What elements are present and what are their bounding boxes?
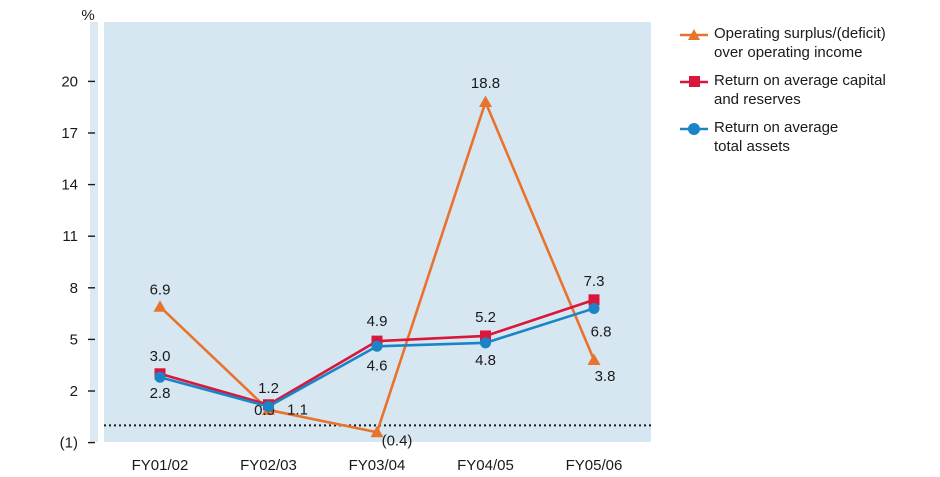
y-tick-label: 17 <box>61 125 78 142</box>
data-label: 3.0 <box>150 348 171 365</box>
legend-label-line: Return on average capital <box>714 72 886 89</box>
legend-item-triangle: Operating surplus/(deficit) over operatin… <box>680 24 930 62</box>
legend-marker-circle <box>680 123 708 135</box>
plot-area <box>104 22 651 442</box>
legend: Operating surplus/(deficit) over operatin… <box>680 24 930 165</box>
x-category-label: FY05/06 <box>566 457 623 474</box>
data-label: 6.8 <box>591 323 612 340</box>
legend-marker-square <box>680 76 708 87</box>
circle-marker <box>588 302 600 314</box>
triangle-marker <box>479 95 492 108</box>
legend-item-circle: Return on average total assets <box>680 118 930 156</box>
data-label: 4.9 <box>367 313 388 330</box>
circle-marker <box>263 400 274 412</box>
legend-item-square: Return on average capital and reserves <box>680 71 930 109</box>
x-category-label: FY04/05 <box>457 457 514 474</box>
data-label: 6.9 <box>150 282 171 299</box>
legend-label-line: Operating surplus/(deficit) <box>714 25 886 42</box>
data-label: 2.8 <box>150 385 171 402</box>
x-category-label: FY03/04 <box>349 457 406 474</box>
circle-marker <box>480 337 491 349</box>
circle-marker <box>371 340 383 352</box>
legend-label-line: and reserves <box>714 91 801 108</box>
axis-strip <box>90 22 98 442</box>
triangle-marker <box>370 425 384 438</box>
legend-label-line: total assets <box>714 138 790 155</box>
data-label: 4.8 <box>475 352 496 369</box>
data-label: 1.1 <box>287 401 308 418</box>
x-category-label: FY02/03 <box>240 457 297 474</box>
data-label: 7.3 <box>584 273 605 290</box>
y-tick-label: 5 <box>70 331 78 348</box>
circle-marker <box>154 371 166 383</box>
y-tick-label: 8 <box>70 280 78 297</box>
triangle-marker <box>153 300 167 312</box>
data-label: 1.2 <box>258 380 279 397</box>
legend-label-line: over operating income <box>714 44 863 61</box>
legend-label-line: Return on average <box>714 119 839 136</box>
data-label: 3.8 <box>595 368 616 385</box>
square-marker <box>480 330 491 342</box>
legend-marker-triangle <box>680 29 708 40</box>
y-tick-label: 11 <box>62 228 78 245</box>
y-tick-label: (1) <box>60 435 78 452</box>
data-label: (0.4) <box>382 432 413 449</box>
data-label: 18.8 <box>471 75 500 92</box>
y-tick-label: 14 <box>61 177 78 194</box>
y-tick-label: 2 <box>70 383 78 400</box>
triangle-marker <box>587 353 601 366</box>
y-tick-label: 20 <box>61 73 78 90</box>
x-category-label: FY01/02 <box>132 457 189 474</box>
square-marker <box>588 294 600 306</box>
y-unit-label: % <box>81 7 94 24</box>
data-label: 4.6 <box>367 357 388 374</box>
data-label: 5.2 <box>475 309 496 326</box>
